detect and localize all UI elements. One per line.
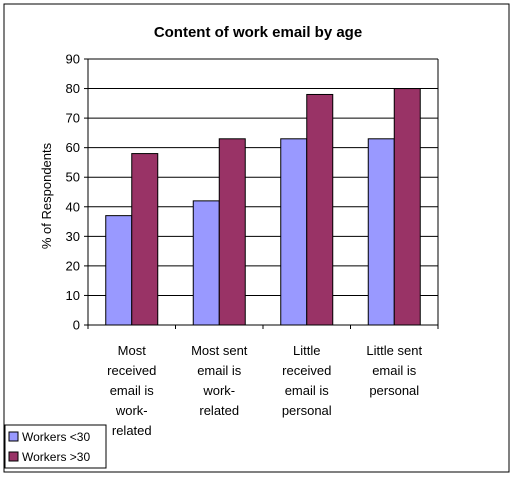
y-tick-label: 30	[66, 229, 80, 244]
x-category-label-line: Little	[293, 343, 320, 358]
x-category-label-line: received	[107, 363, 156, 378]
x-category-label-line: personal	[282, 403, 332, 418]
x-category-label-line: work-	[202, 383, 235, 398]
y-tick-label: 70	[66, 111, 80, 126]
x-category-label: Most sent email is work-related	[191, 343, 248, 418]
x-category-label-line: email is	[197, 363, 242, 378]
x-category-label: Little received email is personal	[282, 343, 332, 418]
y-tick-label: 60	[66, 140, 80, 155]
legend-swatch	[8, 451, 19, 462]
bars	[105, 88, 421, 326]
bar-under-30	[367, 138, 395, 326]
x-category-label-line: personal	[369, 383, 419, 398]
y-tick-label: 40	[66, 199, 80, 214]
bar-over-30	[131, 153, 159, 326]
y-tick-label: 10	[66, 288, 80, 303]
y-tick-label: 20	[66, 258, 80, 273]
bar-under-30	[105, 215, 133, 326]
legend-label: Workers >30	[22, 450, 90, 464]
y-axis-label: % of Respondents	[39, 142, 54, 249]
y-tick-label: 50	[66, 170, 80, 185]
x-category-label-line: received	[282, 363, 331, 378]
x-category-label: Most received email is work-related	[107, 343, 156, 438]
axes: 0 10 20 30 40 50 60 70 80 90	[66, 52, 439, 333]
bar-under-30	[192, 200, 220, 326]
bar-over-30	[218, 138, 246, 326]
x-category-label-line: Most sent	[191, 343, 248, 358]
y-tick-label: 90	[66, 52, 80, 67]
x-category-label-line: Most	[118, 343, 147, 358]
legend-label: Workers <30	[22, 430, 90, 444]
legend: Workers <30 Workers >30	[4, 424, 107, 469]
bar-under-30	[280, 138, 308, 326]
x-category-label-line: email is	[372, 363, 417, 378]
x-category-label-line: Little sent	[366, 343, 422, 358]
y-tick-label: 80	[66, 81, 80, 96]
x-category-label-line: work-	[115, 403, 148, 418]
x-category-label-line: related	[199, 403, 239, 418]
legend-box	[4, 424, 107, 469]
chart-title: Content of work email by age	[154, 24, 362, 41]
legend-swatch	[8, 431, 19, 442]
y-tick-label: 0	[73, 318, 80, 333]
bar-over-30	[306, 93, 334, 326]
x-category-label-line: email is	[285, 383, 330, 398]
x-category-label-line: related	[112, 423, 152, 438]
x-category-label-line: email is	[110, 383, 155, 398]
bar-over-30	[393, 88, 421, 326]
x-category-label: Little sent email is personal	[366, 343, 422, 398]
